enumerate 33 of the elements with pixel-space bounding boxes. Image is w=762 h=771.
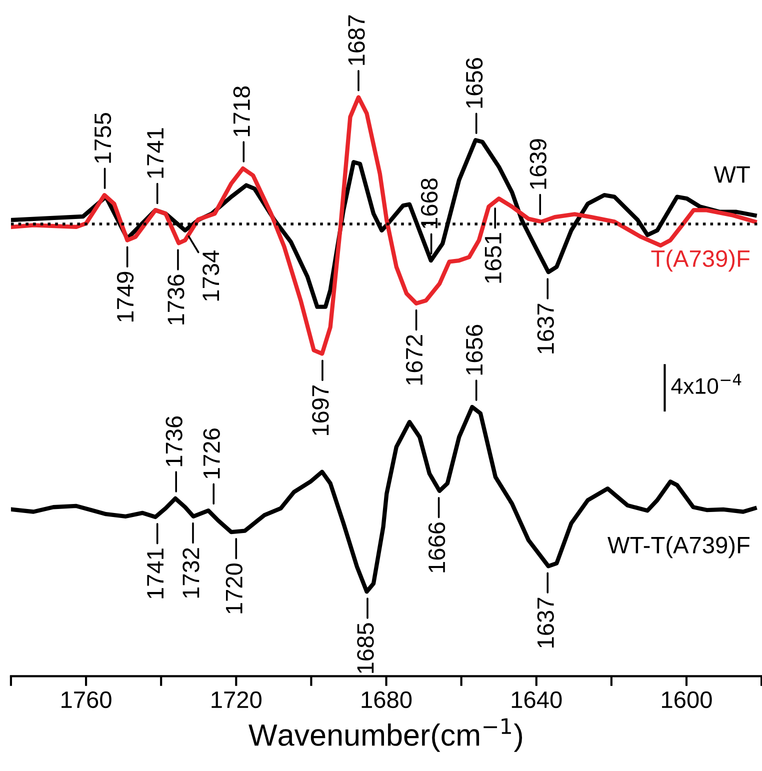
annotation: 1697 [312,385,329,435]
series-label: WT-T(A739)F [608,536,750,558]
annotation: 1741 [147,548,164,598]
annotation: 1656 [466,58,483,108]
x-tick-label: 1600 [662,691,712,708]
annotation: 1755 [94,113,112,163]
annotation: 1666 [428,522,446,572]
annotation: 4x10$^{−4}$ [671,374,742,394]
annotation: 1639 [530,139,546,189]
annotation: 1637 [537,598,554,648]
annotation: 1749 [116,272,134,322]
annotation: 1687 [348,15,365,65]
annotation: 1668 [420,178,438,228]
annotation: 1651 [484,233,502,283]
annotation: 1736 [166,416,182,466]
annotation: 1637 [537,304,554,354]
x-tick-label: 1640 [512,691,562,708]
annotation: 1720 [226,563,242,614]
annotation: 1726 [203,428,220,478]
annotation: 1672 [406,335,423,385]
series-label: WT [714,166,750,183]
x-tick-label: 1720 [212,691,262,708]
series-label: T(A739)F [651,250,750,272]
annotation: 1656 [466,324,483,375]
annotation: 1685 [357,623,374,673]
annotation: 1736 [168,274,184,324]
annotation: 1734 [202,250,220,301]
x-tick-label: 1760 [62,691,112,708]
x-tick-label: 1680 [362,691,412,708]
annotation: 1718 [233,86,250,136]
annotation: 1741 [147,128,164,178]
annotation: 1732 [182,548,200,598]
x-axis-title: Wavenumber(cm$^{−1}$) [248,718,522,752]
